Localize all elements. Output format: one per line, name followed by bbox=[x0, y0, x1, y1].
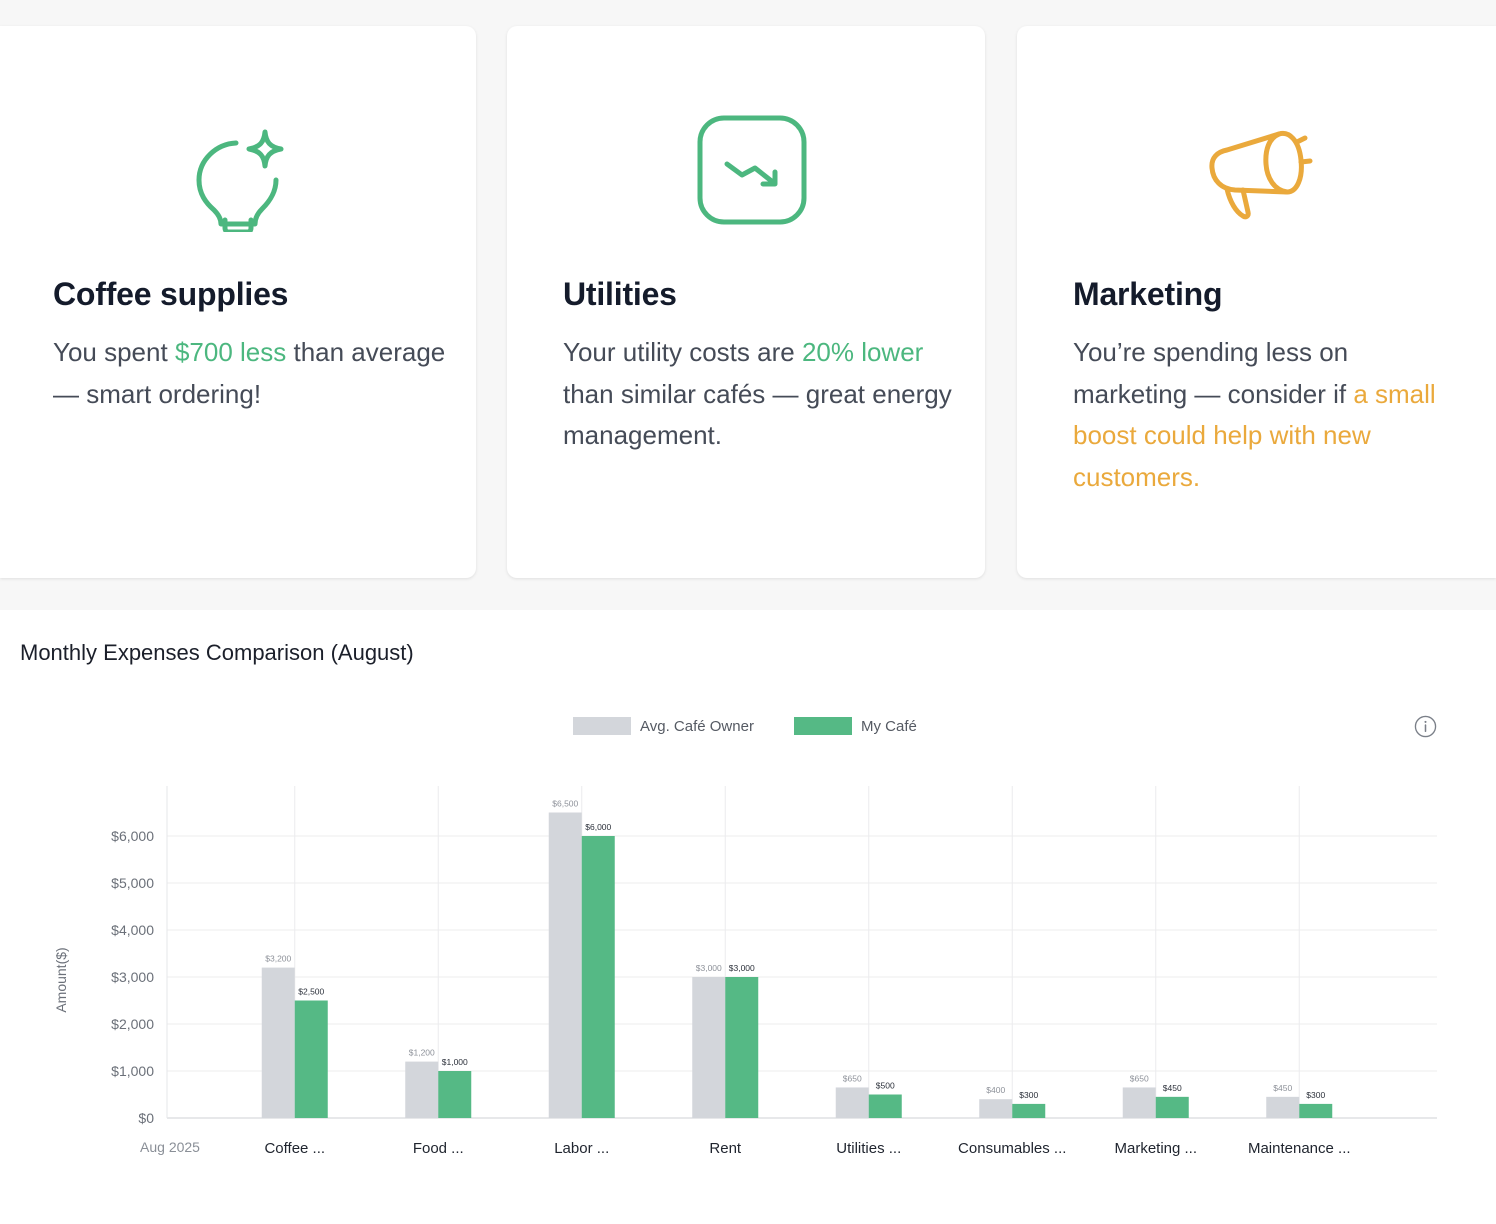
card-text-part: than similar cafés — great energy manage… bbox=[563, 378, 952, 451]
bar bbox=[692, 977, 726, 1118]
x-tick-label: Maintenance ... bbox=[1248, 1140, 1351, 1157]
legend-label: Avg. Café Owner bbox=[640, 718, 754, 735]
bar bbox=[261, 967, 295, 1118]
chart-title: Monthly Expenses Comparison (August) bbox=[20, 640, 414, 665]
card-title: Marketing bbox=[1073, 276, 1223, 312]
card-text-part: You’re spending less on marketing — cons… bbox=[1073, 337, 1354, 409]
data-label: $500 bbox=[876, 1081, 895, 1091]
card-text: You spent $700 less than average — smart… bbox=[53, 332, 453, 415]
data-label: $3,000 bbox=[696, 963, 722, 973]
bar bbox=[438, 1071, 472, 1118]
y-tick-label: $4,000 bbox=[111, 922, 154, 938]
legend-swatch bbox=[573, 717, 631, 735]
data-label: $1,200 bbox=[409, 1048, 435, 1058]
data-label: $6,500 bbox=[552, 799, 578, 809]
bar-chart: $0 $1,000 $2,000 $3,000 $4,000 $5,000 $6,000 Am… bbox=[53, 717, 1437, 1157]
data-label: $2,500 bbox=[298, 987, 324, 997]
x-tick-label: Food ... bbox=[413, 1140, 464, 1157]
x-tick-label: Rent bbox=[709, 1140, 742, 1157]
x-tick-label: Consumables ... bbox=[958, 1140, 1066, 1157]
bar bbox=[1299, 1103, 1333, 1118]
x-tick-label: Coffee ... bbox=[264, 1140, 325, 1157]
card-text-part: than average — smart ordering! bbox=[53, 337, 446, 409]
bar bbox=[1012, 1103, 1046, 1118]
info-icon[interactable] bbox=[1414, 715, 1437, 738]
data-label: $650 bbox=[1130, 1073, 1149, 1083]
bar bbox=[979, 1099, 1013, 1118]
data-label: $450 bbox=[1163, 1083, 1182, 1093]
expenses-chart-panel: Monthly Expenses Comparison (August) $0 $… bbox=[0, 610, 1496, 1224]
bar bbox=[548, 812, 582, 1118]
bar bbox=[1266, 1096, 1300, 1118]
y-tick-label: $6,000 bbox=[111, 828, 154, 844]
y-tick-label: $1,000 bbox=[111, 1063, 154, 1079]
data-label: $300 bbox=[1019, 1090, 1038, 1100]
card-text-highlight: 20% lower bbox=[801, 337, 924, 367]
insight-cards: Coffee supplies You spent $700 less than… bbox=[0, 0, 1496, 600]
bar bbox=[1155, 1096, 1189, 1118]
data-label: $1,000 bbox=[442, 1057, 468, 1067]
marketing-card: Marketing You’re spending less on market… bbox=[1017, 26, 1496, 578]
legend-label: My Café bbox=[861, 718, 917, 735]
data-label: $6,000 bbox=[585, 822, 611, 832]
data-label: $300 bbox=[1306, 1090, 1325, 1100]
legend-swatch bbox=[794, 717, 852, 735]
trend-down-icon bbox=[687, 112, 807, 232]
card-title: Utilities bbox=[563, 276, 677, 312]
card-text: You’re spending less on marketing — cons… bbox=[1073, 332, 1463, 498]
x-start-label: Aug 2025 bbox=[140, 1139, 200, 1155]
card-text-part: Your utility costs are bbox=[563, 337, 802, 367]
bar bbox=[835, 1087, 869, 1118]
bar bbox=[725, 977, 759, 1118]
bar bbox=[1122, 1087, 1156, 1118]
data-label: $3,000 bbox=[729, 963, 755, 973]
x-tick-label: Marketing ... bbox=[1114, 1140, 1197, 1157]
megaphone-icon bbox=[1197, 112, 1317, 232]
card-text: Your utility costs are 20% lower than si… bbox=[563, 332, 953, 457]
data-label: $3,200 bbox=[265, 954, 291, 964]
utilities-card: Utilities Your utility costs are 20% low… bbox=[507, 26, 985, 578]
bar bbox=[868, 1094, 902, 1118]
y-tick-label: $3,000 bbox=[111, 969, 154, 985]
y-tick-label: $2,000 bbox=[111, 1016, 154, 1032]
card-text-highlight: a small boost could help with new custom… bbox=[1073, 378, 1436, 492]
bar bbox=[405, 1061, 439, 1118]
card-text-part: You spent bbox=[53, 337, 175, 367]
bar bbox=[294, 1000, 328, 1118]
y-tick-label: $5,000 bbox=[111, 875, 154, 891]
coffee-supplies-card: Coffee supplies You spent $700 less than… bbox=[0, 26, 476, 578]
x-tick-label: Labor ... bbox=[554, 1140, 609, 1157]
lightbulb-sparkle-icon bbox=[178, 112, 298, 235]
y-axis-label: Amount($) bbox=[53, 947, 69, 1012]
bar bbox=[581, 836, 615, 1118]
x-tick-label: Utilities ... bbox=[836, 1140, 901, 1157]
data-label: $400 bbox=[986, 1085, 1005, 1095]
data-label: $450 bbox=[1273, 1083, 1292, 1093]
card-text-highlight: $700 less bbox=[174, 337, 287, 367]
data-label: $650 bbox=[843, 1073, 862, 1083]
y-tick-label: $0 bbox=[138, 1110, 154, 1126]
card-title: Coffee supplies bbox=[53, 276, 289, 312]
